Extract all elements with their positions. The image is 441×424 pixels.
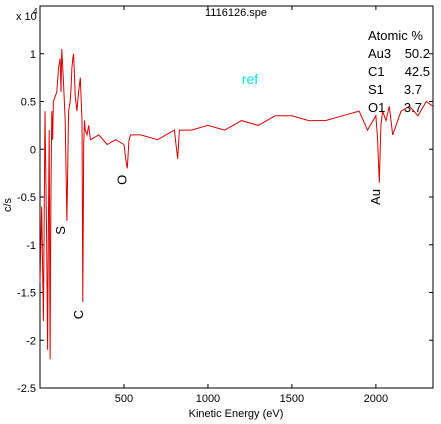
atomic-row-value: 50.2: [405, 46, 430, 61]
y-tick-label: 1: [30, 49, 36, 61]
x-tick-label: 500: [115, 393, 133, 405]
y-tick-label: 0: [30, 144, 36, 156]
peak-label: Au: [368, 189, 383, 205]
y-axis: -2.5 -2 -1.5 -1 -0.5 0 0.5 1: [17, 49, 433, 395]
y-tick-label: -2: [26, 335, 36, 347]
x-axis: 500 1000 1500 2000: [115, 6, 388, 405]
peak-annotations: S C O Au: [53, 175, 383, 319]
atomic-row-element: Au3: [368, 46, 391, 61]
y-axis-label: c/s: [2, 197, 14, 212]
peak-label: C: [71, 310, 86, 319]
atomic-row-element: S1: [368, 82, 384, 97]
x-tick-label: 1500: [280, 393, 304, 405]
chart-title: 1116126.spe: [205, 7, 267, 19]
peak-label: O: [115, 175, 130, 185]
y-tick-label: -2.5: [17, 383, 36, 395]
atomic-row-value: 3.7: [404, 82, 422, 97]
atomic-row-value: 42.5: [405, 64, 430, 79]
ref-label: ref: [242, 71, 258, 87]
y-exponent-label: x 10: [16, 11, 37, 23]
y-exponent-power: 4: [33, 7, 38, 16]
x-tick-label: 2000: [364, 393, 388, 405]
atomic-percent-title: Atomic %: [368, 28, 423, 43]
spectrum-line: [39, 48, 434, 360]
x-tick-label: 1000: [196, 393, 220, 405]
atomic-row-element: C1: [368, 64, 385, 79]
atomic-row-element: O1: [368, 100, 385, 115]
y-tick-label: -0.5: [17, 192, 36, 204]
y-tick-label: -1: [26, 240, 36, 252]
peak-label: S: [53, 226, 68, 235]
x-axis-label: Kinetic Energy (eV): [189, 408, 284, 420]
y-tick-label: 0.5: [21, 97, 36, 109]
atomic-percent-table: Atomic % Au3 50.2 C1 42.5 S1 3.7 O1 3.7: [368, 28, 430, 115]
y-tick-label: -1.5: [17, 288, 36, 300]
atomic-row-value: 3.7: [404, 100, 422, 115]
